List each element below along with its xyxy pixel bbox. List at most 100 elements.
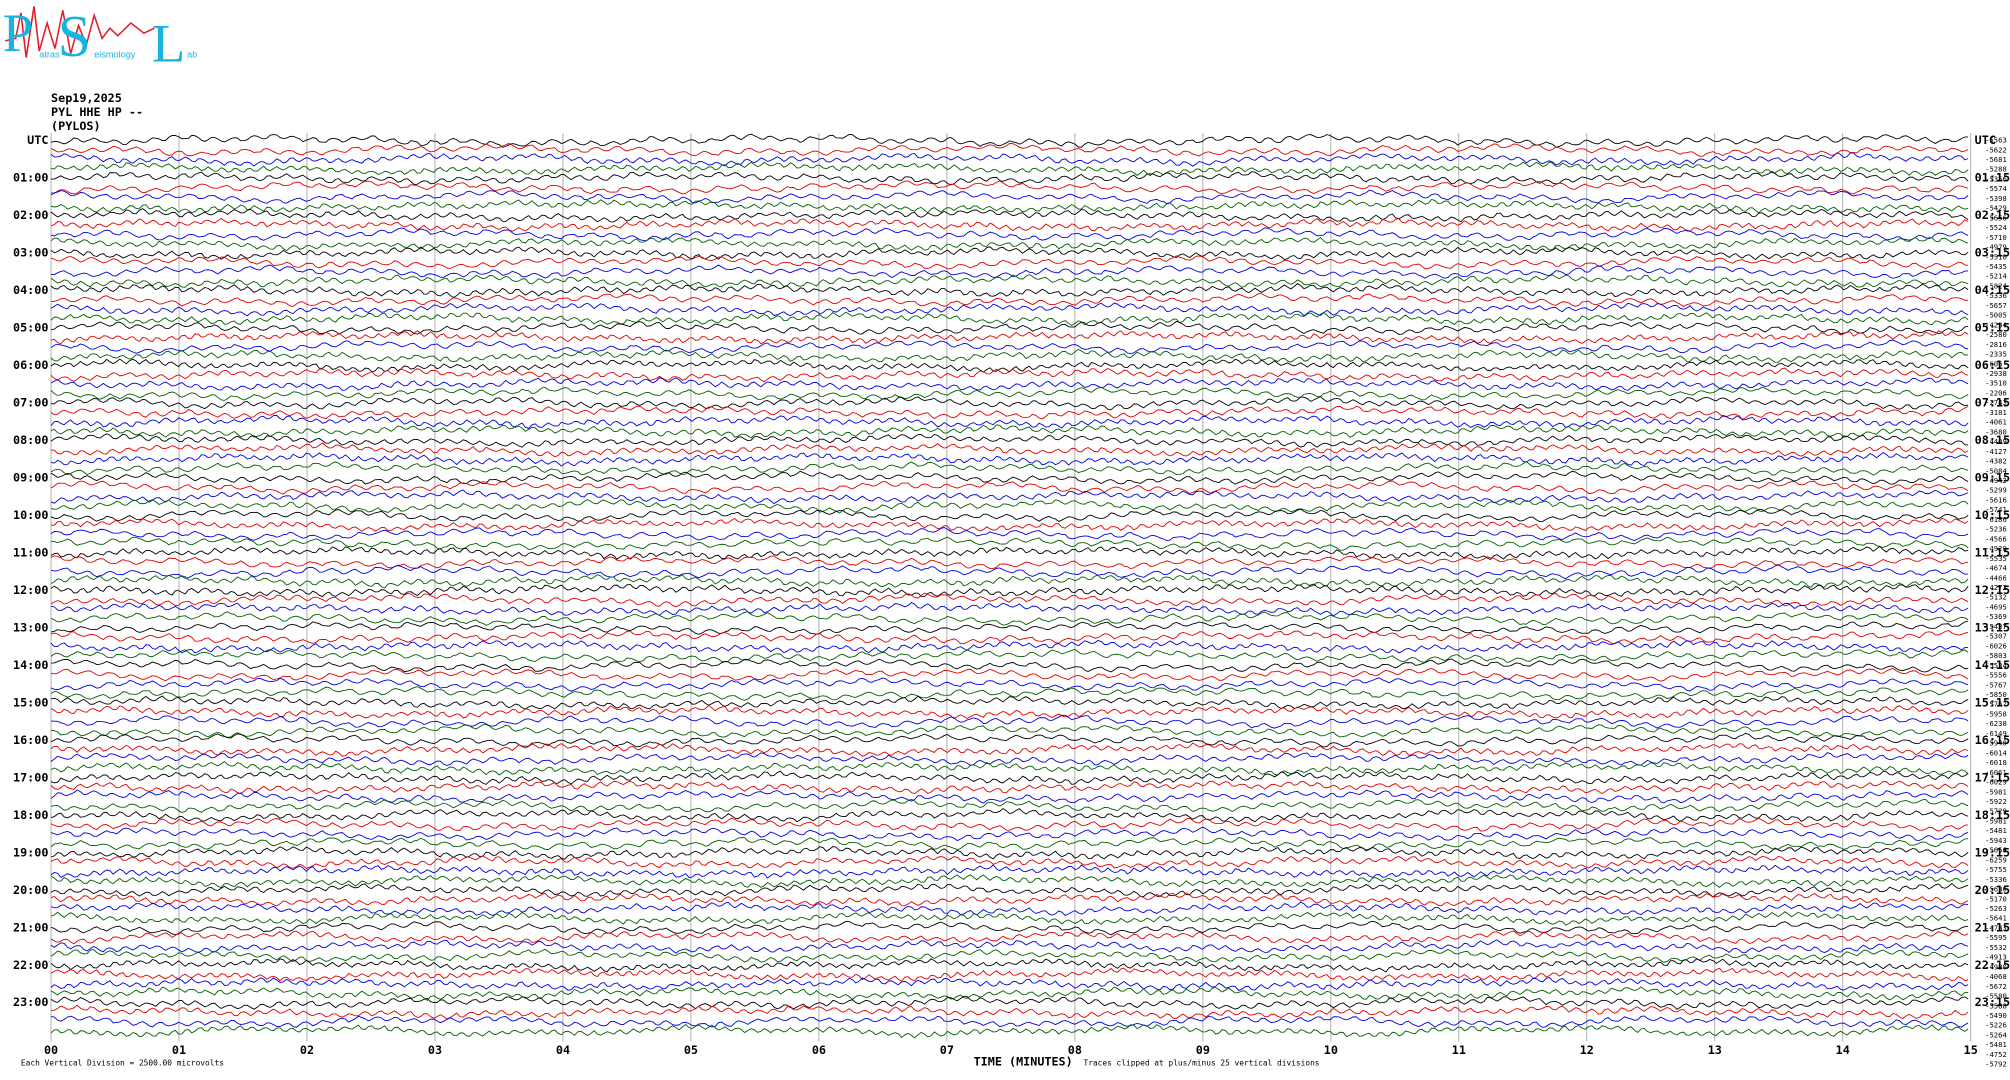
hour-label: 11:00 [13, 546, 48, 560]
trace [50, 311, 1969, 326]
logo-letter: L [152, 14, 186, 73]
hour-label: 17:00 [13, 770, 48, 784]
trace [50, 817, 1969, 832]
hour-label: 23:00 [13, 995, 48, 1009]
count-label: -5656 [1985, 213, 2007, 222]
trace [50, 640, 1969, 654]
trace [51, 714, 1969, 729]
count-label: -4061 [1985, 418, 2007, 427]
hour-label: 02:15 [1975, 208, 2010, 222]
count-label: -5922 [1985, 797, 2007, 806]
trace [50, 977, 1969, 991]
hour-label: 05:00 [13, 321, 48, 335]
trace [50, 855, 1969, 869]
count-label: -5729 [1985, 807, 2007, 816]
minute-label: 07 [940, 1043, 954, 1057]
count-label: -4234 [1985, 320, 2007, 329]
trace [50, 264, 1969, 279]
minute-label: 11 [1452, 1043, 1466, 1057]
count-label: -4272 [1985, 583, 2007, 592]
count-label: -6026 [1985, 641, 2007, 650]
count-label: -4752 [1985, 1050, 2007, 1059]
count-label: -5263 [1985, 904, 2007, 913]
trace [50, 499, 1969, 514]
trace [50, 958, 1969, 973]
trace [50, 752, 1969, 766]
count-label: -6149 [1985, 729, 2007, 738]
count-label: -3510 [1985, 379, 2007, 388]
count-label: -5681 [1985, 155, 2007, 164]
count-label: -5563 [1985, 136, 2007, 145]
count-label: -5767 [1985, 680, 2007, 689]
count-label: -4979 [1985, 243, 2007, 252]
trace [50, 807, 1969, 823]
trace [50, 489, 1969, 505]
count-label: -4930 [1985, 962, 2007, 971]
count-label: -5755 [1985, 865, 2007, 874]
count-label: -5710 [1985, 233, 2007, 242]
count-label: -4127 [1985, 447, 2007, 456]
count-label: -5574 [1985, 184, 2007, 193]
hour-label: 07:00 [13, 396, 48, 410]
count-label: -6018 [1985, 758, 2007, 767]
count-label: -5595 [1985, 933, 2007, 942]
trace [50, 386, 1969, 401]
count-label: -606 [1985, 359, 2002, 368]
trace [50, 760, 1969, 776]
trace [50, 508, 1969, 522]
minute-label: 14 [1836, 1043, 1850, 1057]
count-label: -6238 [1985, 719, 2007, 728]
count-label: -5741 [1985, 505, 2007, 514]
minute-label: 13 [1708, 1043, 1722, 1057]
trace [50, 564, 1969, 580]
date: Sep19,2025 [51, 91, 122, 105]
trace [50, 780, 1969, 795]
site: (PYLOS) [51, 119, 101, 133]
trace [50, 246, 1969, 261]
trace [50, 611, 1969, 626]
count-label: -5226 [1985, 1021, 2007, 1030]
trace [50, 367, 1969, 383]
count-label: -5981 [1985, 817, 2007, 826]
trace [50, 180, 1969, 195]
count-label: -5510 [1985, 252, 2007, 261]
count-label: -6186 [1985, 515, 2007, 524]
count-label: -5170 [1985, 894, 2007, 903]
trace [50, 395, 1969, 411]
hour-label: 04:15 [1975, 283, 2010, 297]
hour-label: 17:15 [1975, 770, 2010, 784]
count-label: -5535 [1985, 554, 2007, 563]
count-label: -5672 [1985, 982, 2007, 991]
trace [50, 583, 1969, 598]
minute-label: 01 [172, 1043, 186, 1057]
trace [50, 995, 1969, 1010]
count-label: -2206 [1985, 389, 2007, 398]
trace [50, 142, 1969, 157]
trace [50, 911, 1969, 926]
trace [50, 686, 1969, 701]
count-label: -5534 [1985, 661, 2007, 670]
trace [50, 545, 1969, 561]
trace [50, 704, 1969, 720]
trace [50, 629, 1969, 645]
count-label: -2335 [1985, 350, 2007, 359]
trace [50, 574, 1969, 589]
count-label: -4913 [1985, 953, 2007, 962]
hour-label: 03:00 [13, 246, 48, 260]
trace [50, 602, 1969, 617]
hour-label: 09:00 [13, 471, 48, 485]
count-label: -5958 [1985, 710, 2007, 719]
hour-label: 11:15 [1975, 546, 2010, 560]
hour-label: 14:15 [1975, 658, 2010, 672]
trace [50, 461, 1969, 476]
count-label: -4068 [1985, 972, 2007, 981]
count-label: -5622 [1985, 145, 2007, 154]
count-label: -5264 [1985, 1031, 2007, 1040]
logo-word: atras [39, 50, 60, 60]
trace [50, 667, 1969, 682]
hour-label: 12:00 [13, 583, 48, 597]
count-label: -6014 [1985, 748, 2007, 757]
logo: P S L atras eismology ab [3, 4, 198, 74]
logo-wave [5, 6, 155, 58]
